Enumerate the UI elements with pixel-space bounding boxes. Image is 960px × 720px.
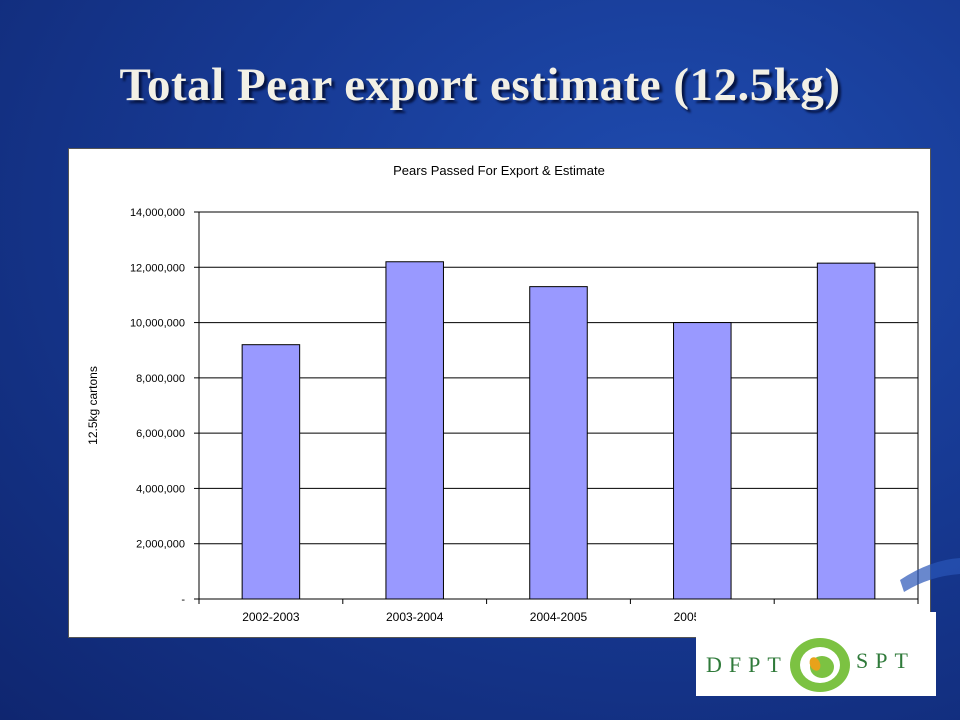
bar — [385, 261, 444, 600]
logo-right-text: SPT — [856, 648, 915, 673]
y-tick-label: 2,000,000 — [136, 539, 185, 551]
x-tick-label: 2002-2003 — [242, 610, 300, 624]
bar-chart: Pears Passed For Export & Estimate - 2,000… — [86, 163, 919, 624]
bar — [673, 322, 732, 600]
chart-title: Pears Passed For Export & Estimate — [393, 163, 605, 178]
y-tick-label: 8,000,000 — [136, 373, 185, 385]
chart-area: Pears Passed For Export & Estimate - 2,000… — [68, 148, 931, 638]
dfpt-spt-logo: DFPT SPT — [696, 612, 936, 696]
y-axis-label: 12.5kg cartons — [86, 366, 100, 445]
slide-title: Total Pear export estimate (12.5kg) — [119, 59, 841, 111]
y-tick-label: 12,000,000 — [130, 262, 185, 274]
y-tick-label: 14,000,000 — [130, 207, 185, 219]
x-tick-label: 2003-2004 — [386, 610, 444, 624]
y-tick-label: 10,000,000 — [130, 318, 185, 330]
pear-logo-icon — [790, 638, 850, 692]
y-tick-label: 6,000,000 — [136, 428, 185, 440]
bar — [816, 262, 876, 600]
bar — [529, 286, 588, 600]
x-tick-label: 2004-2005 — [530, 610, 588, 624]
bar — [241, 344, 301, 600]
logo-left-text: DFPT — [706, 652, 788, 677]
y-tick-label: 4,000,000 — [136, 483, 185, 495]
y-tick-label: - — [181, 594, 185, 606]
decorative-swoosh — [900, 558, 960, 592]
